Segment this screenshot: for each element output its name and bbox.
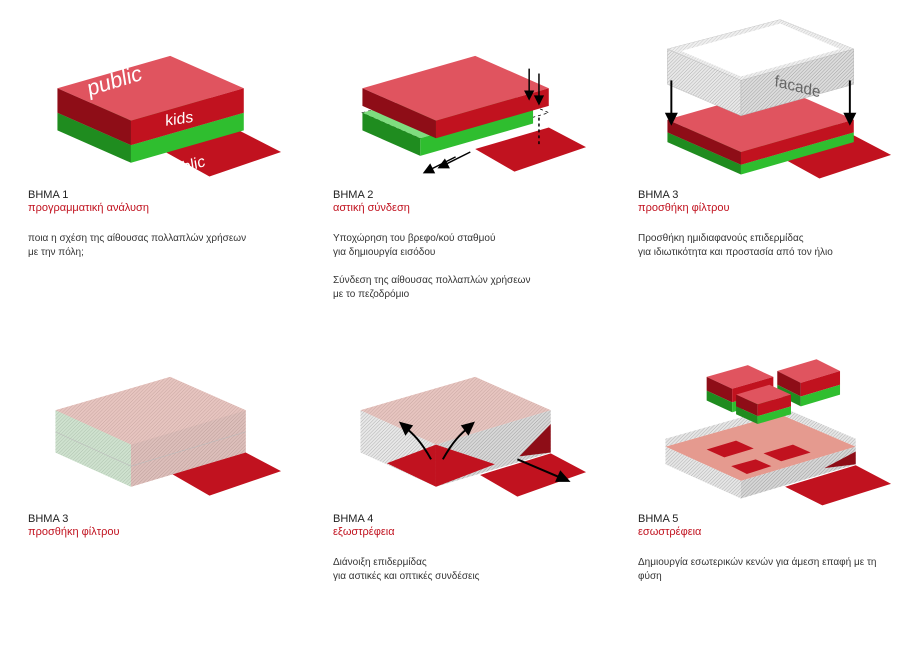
diagram-step5 bbox=[333, 342, 588, 507]
step-description: Δημιουργία εσωτερικών κενών για άμεση επ… bbox=[638, 556, 893, 584]
step-subtitle: προσθήκη φίλτρου bbox=[638, 202, 893, 214]
step-subtitle: προσθήκη φίλτρου bbox=[28, 526, 283, 538]
caption-5: BHMA 4 εξωστρέφεια Διάνοιξη επιδερμίδας … bbox=[333, 513, 588, 584]
diagram-step4 bbox=[28, 342, 283, 507]
step-description: Διάνοιξη επιδερμίδας για αστικές και οπτ… bbox=[333, 556, 588, 584]
step-label: BHMA 2 bbox=[333, 189, 588, 201]
diagram-step6 bbox=[638, 342, 893, 507]
step-description: ποια η σχέση της αίθουσας πολλαπλών χρήσ… bbox=[28, 232, 283, 260]
step-cell-4: BHMA 3 προσθήκη φίλτρου bbox=[0, 324, 305, 647]
step-cell-5: BHMA 4 εξωστρέφεια Διάνοιξη επιδερμίδας … bbox=[305, 324, 610, 647]
caption-6: BHMA 5 εσωστρέφεια Δημιουργία εσωτερικών… bbox=[638, 513, 893, 584]
step-subtitle: εσωστρέφεια bbox=[638, 526, 893, 538]
caption-1: BHMA 1 προγραμματική ανάλυση ποια η σχέσ… bbox=[28, 189, 283, 260]
diagram-grid: public kids public BHMA 1 προγραμματική … bbox=[0, 0, 915, 647]
diagram-step3: facade bbox=[638, 18, 893, 183]
diagram-step1: public kids public bbox=[28, 18, 283, 183]
step-cell-3: facade BHMA 3 προσθήκη φίλτρου Προσθήκη … bbox=[610, 0, 915, 324]
step-subtitle: εξωστρέφεια bbox=[333, 526, 588, 538]
step-subtitle: προγραμματική ανάλυση bbox=[28, 202, 283, 214]
step-label: BHMA 3 bbox=[28, 513, 283, 525]
caption-2: BHMA 2 αστική σύνδεση Υποχώρηση του βρεφ… bbox=[333, 189, 588, 302]
facade-mesh-box bbox=[667, 20, 853, 116]
caption-4: BHMA 3 προσθήκη φίλτρου bbox=[28, 513, 283, 538]
step-label: BHMA 4 bbox=[333, 513, 588, 525]
step-label: BHMA 3 bbox=[638, 189, 893, 201]
step-label: BHMA 5 bbox=[638, 513, 893, 525]
step-description: Υποχώρηση του βρεφο/κού σταθμού για δημι… bbox=[333, 232, 588, 302]
step-label: BHMA 1 bbox=[28, 189, 283, 201]
infographic-page: public kids public BHMA 1 προγραμματική … bbox=[0, 0, 915, 647]
step-description: Προσθήκη ημιδιαφανούς επιδερμίδας για ιδ… bbox=[638, 232, 893, 260]
diagram-step2 bbox=[333, 18, 588, 183]
step-subtitle: αστική σύνδεση bbox=[333, 202, 588, 214]
step-cell-6: BHMA 5 εσωστρέφεια Δημιουργία εσωτερικών… bbox=[610, 324, 915, 647]
caption-3: BHMA 3 προσθήκη φίλτρου Προσθήκη ημιδιαφ… bbox=[638, 189, 893, 260]
step-cell-2: BHMA 2 αστική σύνδεση Υποχώρηση του βρεφ… bbox=[305, 0, 610, 324]
step-cell-1: public kids public BHMA 1 προγραμματική … bbox=[0, 0, 305, 324]
